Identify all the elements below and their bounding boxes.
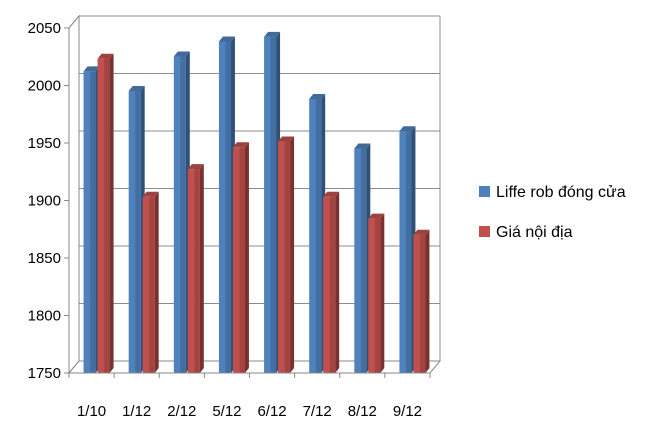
y-tick-label: 2000: [28, 78, 61, 95]
x-tick-label: 1/12: [122, 403, 151, 420]
bar-liffe-1-12: [128, 85, 145, 373]
x-tick-label: 1/10: [77, 403, 106, 420]
bars: [83, 31, 430, 374]
x-tick-label: 5/12: [212, 403, 241, 420]
bar-noi-dia-5-12: [232, 142, 249, 373]
bar-liffe-9-12: [399, 126, 416, 373]
legend-swatch: [479, 186, 490, 197]
y-axis-ticks: 1750 1800 1850 1900 1950 2000 2050: [28, 20, 430, 382]
x-tick-label: 2/12: [167, 403, 196, 420]
gridline: [68, 130, 440, 144]
bar-noi-dia-6-12: [278, 136, 295, 373]
bar-liffe-1-10: [83, 66, 100, 374]
bar-noi-dia-1-12: [142, 191, 159, 373]
bar-noi-dia-7-12: [323, 191, 340, 373]
x-tick-label: 7/12: [303, 403, 332, 420]
legend-swatch: [479, 226, 490, 237]
x-axis-ticks: 1/10 1/12 2/12 5/12 6/12 7/12 8/12 9/12: [68, 373, 431, 420]
legend: Liffe rob đóng cửa Giá nội địa: [479, 184, 626, 241]
gridline: [68, 15, 440, 29]
bar-liffe-2-12: [173, 51, 190, 373]
y-tick-label: 2050: [28, 20, 61, 37]
legend-item-liffe: Liffe rob đóng cửa: [479, 184, 626, 201]
y-tick-label: 1950: [28, 135, 61, 152]
y-tick-label: 1750: [28, 365, 61, 382]
gridline: [68, 188, 440, 201]
y-tick-label: 1850: [28, 250, 61, 267]
y-tick-label: 1900: [28, 193, 61, 210]
plot-walls: [67, 14, 442, 375]
bar-liffe-8-12: [354, 143, 371, 373]
bar-noi-dia-1-10: [97, 53, 114, 373]
bar-noi-dia-8-12: [368, 213, 385, 373]
gridlines: [68, 15, 441, 374]
legend-label: Giá nội địa: [496, 224, 573, 241]
legend-item-noi-dia: Giá nội địa: [479, 224, 573, 241]
bar-liffe-5-12: [218, 36, 235, 373]
bar-noi-dia-9-12: [413, 229, 430, 373]
side-wall: [68, 14, 80, 375]
gridline: [68, 303, 440, 316]
x-tick-label: 9/12: [393, 403, 422, 420]
gridline: [68, 73, 440, 86]
floor: [67, 360, 442, 374]
bar-noi-dia-2-12: [187, 164, 204, 373]
legend-label: Liffe rob đóng cửa: [496, 184, 626, 201]
bar-liffe-6-12: [264, 31, 281, 374]
y-tick-label: 1800: [28, 308, 61, 325]
gridline: [68, 245, 440, 259]
bar-liffe-7-12: [309, 94, 326, 373]
x-tick-label: 8/12: [348, 403, 377, 420]
x-tick-label: 6/12: [257, 403, 286, 420]
